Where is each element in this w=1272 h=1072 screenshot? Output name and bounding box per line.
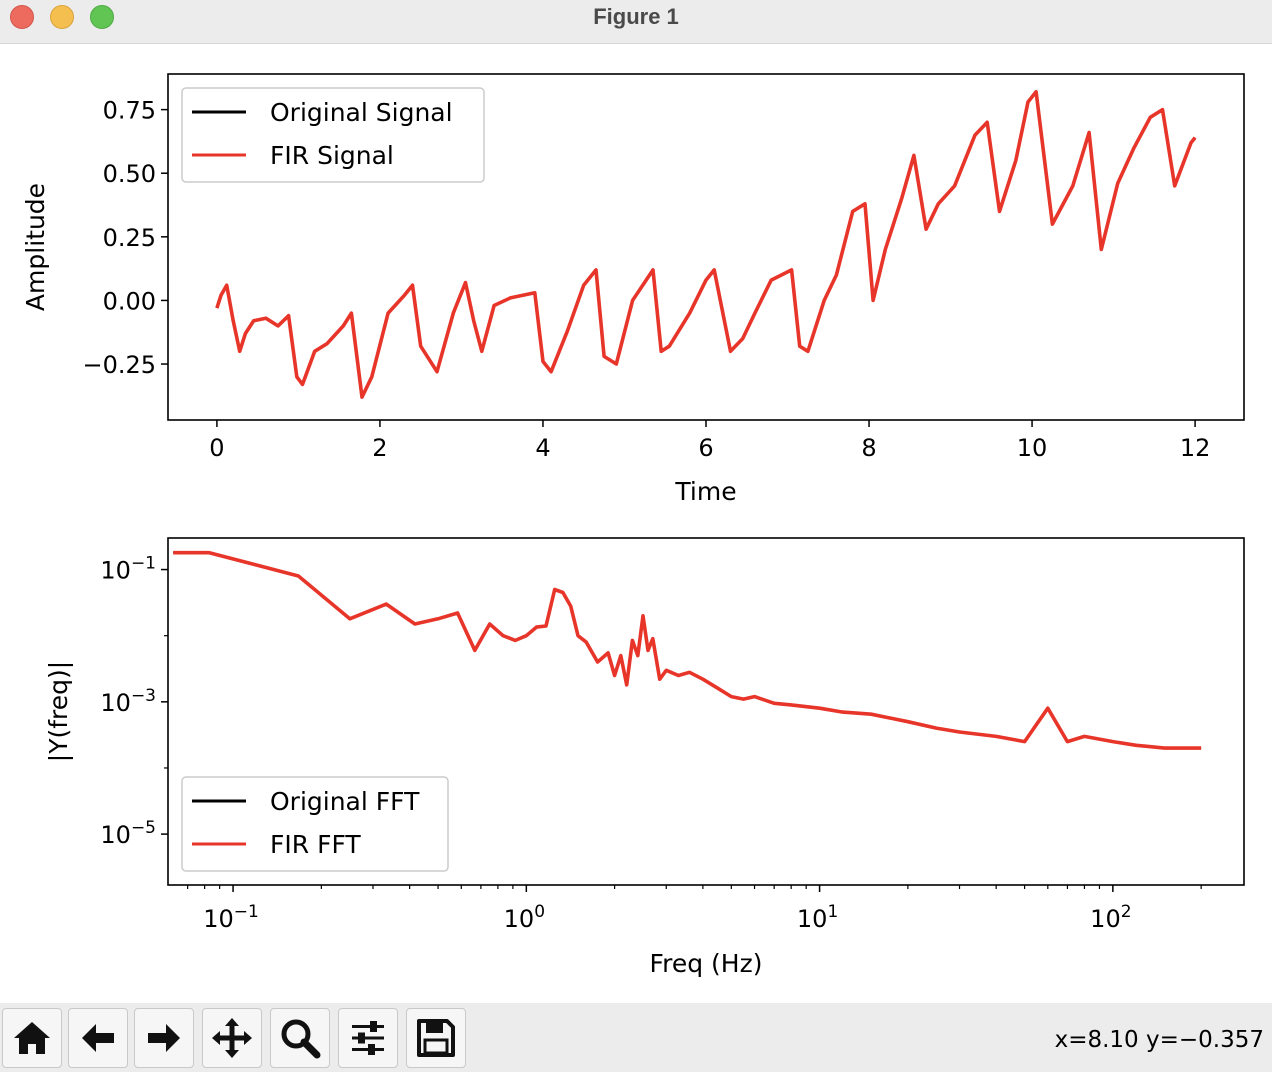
y-tick-label: 10−1: [100, 554, 156, 585]
plot-area-2: [173, 550, 1202, 750]
minimize-window-button[interactable]: [50, 5, 74, 29]
y-tick-label: 10−5: [100, 818, 156, 849]
series-line-fir: [173, 550, 1202, 750]
legend-label: FIR Signal: [270, 141, 394, 170]
zoom-button[interactable]: [270, 1008, 330, 1068]
x-axis-label: Freq (Hz): [650, 949, 763, 978]
maximize-window-button[interactable]: [90, 5, 114, 29]
configure-subplots-button[interactable]: [338, 1008, 398, 1068]
home-icon: [14, 1022, 50, 1054]
navigation-toolbar: x=8.10 y=−0.357: [0, 1003, 1272, 1072]
x-tick-label: 2: [372, 434, 387, 462]
x-tick-label: 100: [504, 902, 545, 933]
x-tick-label: 6: [698, 434, 713, 462]
y-tick-label: 0.25: [103, 224, 156, 252]
close-window-button[interactable]: [10, 5, 34, 29]
forward-button[interactable]: [134, 1008, 194, 1068]
window-title: Figure 1: [593, 4, 679, 29]
home-button[interactable]: [2, 1008, 62, 1068]
legend-label: FIR FFT: [270, 830, 361, 859]
y-axis-label: Amplitude: [21, 183, 50, 311]
zoom-magnifier-icon: [281, 1019, 321, 1059]
x-tick-label: 0: [209, 434, 224, 462]
x-tick-label: 10−1: [203, 902, 259, 933]
y-tick-label: −0.25: [82, 351, 156, 379]
x-tick-label: 10: [1017, 434, 1048, 462]
plot-area-1: [215, 89, 1197, 399]
y-tick-label: 0.75: [103, 97, 156, 125]
y-tick-label: 0.00: [103, 287, 156, 315]
x-tick-label: 101: [797, 902, 838, 933]
legend-label: Original Signal: [270, 98, 453, 127]
save-button[interactable]: [406, 1008, 466, 1068]
cursor-coordinates: x=8.10 y=−0.357: [1054, 1027, 1264, 1053]
series-line-fir: [215, 89, 1197, 399]
subplots-sliders-icon: [352, 1021, 384, 1055]
y-axis-label: |Y(freq)|: [44, 661, 73, 762]
back-button[interactable]: [68, 1008, 128, 1068]
x-tick-label: 4: [535, 434, 550, 462]
legend-box: [181, 776, 449, 872]
pan-button[interactable]: [202, 1008, 262, 1068]
x-tick-label: 12: [1180, 434, 1211, 462]
x-tick-label: 102: [1090, 902, 1131, 933]
legend-label: Original FFT: [270, 787, 420, 816]
x-axis-label: Time: [674, 477, 736, 506]
figure-canvas[interactable]: 0 2 4 6 8 10 12 −0.25 0.00 0.25 0.50 0.75 Time Amplit…: [0, 44, 1272, 1003]
legend-box: [181, 87, 485, 183]
back-arrow-icon: [82, 1024, 114, 1052]
save-floppy-icon: [417, 1019, 455, 1057]
y-tick-label: 10−3: [100, 686, 156, 717]
y-tick-label: 0.50: [103, 160, 156, 188]
x-tick-label: 8: [861, 434, 876, 462]
forward-arrow-icon: [148, 1024, 180, 1052]
window-titlebar: Figure 1: [0, 0, 1272, 44]
pan-move-icon: [212, 1018, 252, 1058]
